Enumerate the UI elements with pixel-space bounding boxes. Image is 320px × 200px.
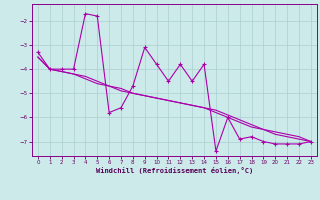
X-axis label: Windchill (Refroidissement éolien,°C): Windchill (Refroidissement éolien,°C) xyxy=(96,167,253,174)
